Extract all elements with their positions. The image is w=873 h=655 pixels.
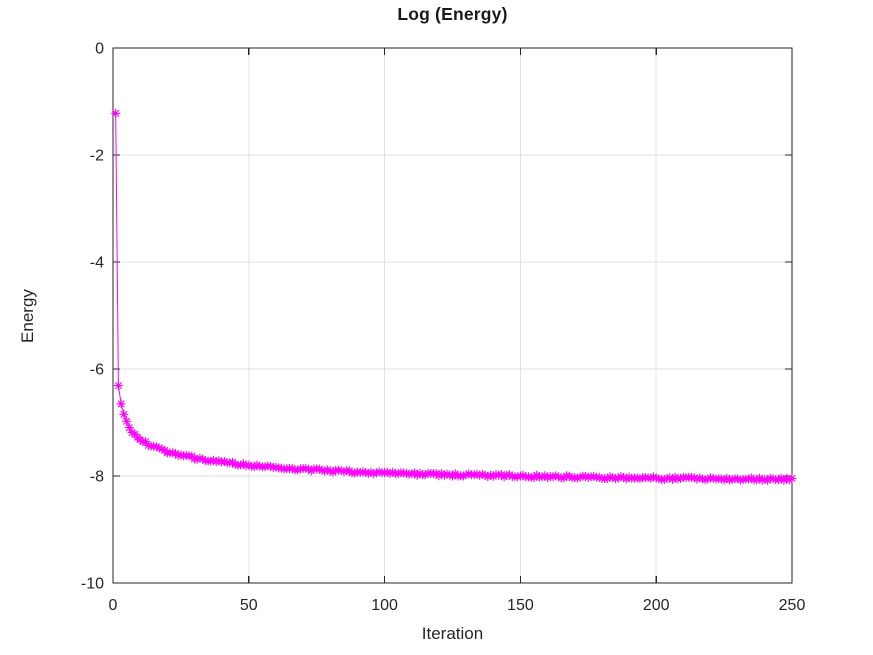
x-tick-label: 200	[643, 597, 670, 614]
log_energy-markers	[111, 108, 797, 485]
x-tick-label: 0	[109, 597, 118, 614]
chart-title: Log (Energy)	[397, 4, 508, 24]
x-tick-label: 100	[371, 597, 398, 614]
y-tick-label: 0	[95, 41, 104, 58]
log_energy-line	[115, 113, 793, 481]
y-tick-label: -4	[90, 255, 104, 272]
x-tick-label: 150	[507, 597, 534, 614]
axes-box	[112, 47, 793, 584]
y-axis-label: Energy	[18, 289, 37, 343]
y-tick-label: -6	[90, 362, 104, 379]
y-tick-label: -10	[81, 576, 104, 593]
x-tick-label: 50	[240, 597, 258, 614]
grid-lines	[113, 48, 792, 583]
x-axis-label: Iteration	[421, 624, 484, 643]
x-tick-label: 250	[779, 597, 806, 614]
tick-marks	[112, 47, 793, 584]
y-tick-label: -8	[90, 469, 104, 486]
y-tick-label: -2	[90, 148, 104, 165]
